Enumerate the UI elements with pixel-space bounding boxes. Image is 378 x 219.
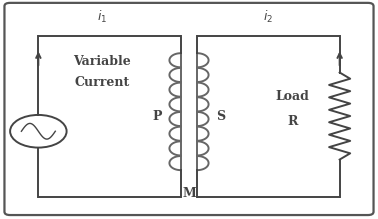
Text: Current: Current [75,76,130,89]
Text: Load: Load [276,90,310,103]
Text: S: S [217,110,226,122]
Text: $i_2$: $i_2$ [263,9,273,25]
FancyBboxPatch shape [5,3,373,215]
Text: $i_1$: $i_1$ [97,9,107,25]
Text: M: M [182,187,196,200]
Text: R: R [287,115,298,128]
Text: P: P [152,110,162,122]
Text: Variable: Variable [73,55,131,68]
